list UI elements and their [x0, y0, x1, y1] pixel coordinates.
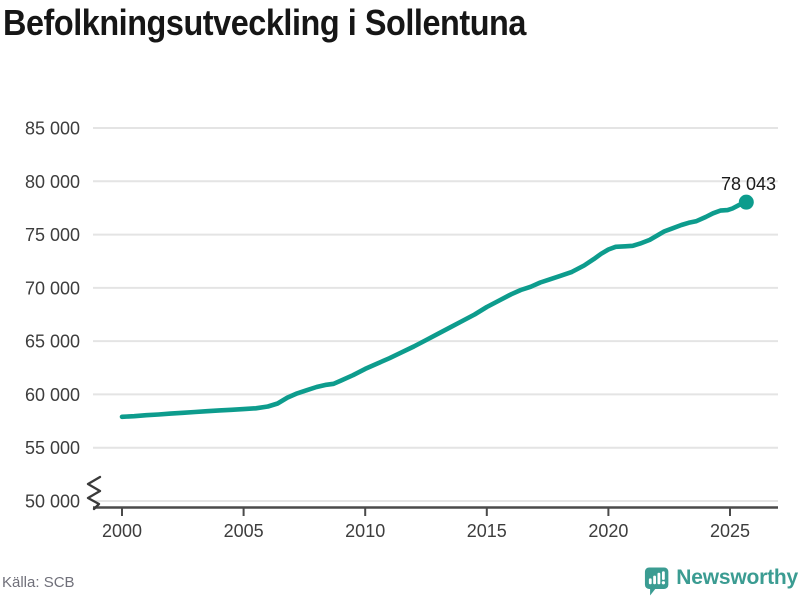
- y-axis-label: 55 000: [25, 438, 80, 458]
- y-axis-label: 65 000: [25, 332, 80, 352]
- x-axis-label: 2025: [710, 521, 750, 541]
- newsworthy-brand-name: Newsworthy: [676, 566, 798, 589]
- end-value-label: 78 043: [721, 174, 776, 194]
- y-axis-label: 85 000: [25, 119, 80, 139]
- y-axis-label: 80 000: [25, 172, 80, 192]
- y-axis-label: 50 000: [25, 492, 80, 512]
- chart-title: Befolkningsutveckling i Sollentuna: [3, 2, 526, 43]
- x-axis-label: 2020: [588, 521, 628, 541]
- newsworthy-logo-icon: [644, 567, 669, 596]
- x-axis-label: 2015: [467, 521, 507, 541]
- axis-break-icon: [86, 475, 102, 511]
- y-axis-label: 70 000: [25, 278, 80, 298]
- y-axis-label: 75 000: [25, 225, 80, 245]
- speech-bubble-shape: [644, 567, 669, 596]
- source-label: Källa: SCB: [2, 574, 75, 591]
- x-axis-label: 2000: [102, 521, 142, 541]
- newsworthy-logo[interactable]: Newsworthy: [644, 565, 798, 599]
- exclamation-dot: [661, 581, 666, 585]
- population-line: [119, 199, 749, 420]
- x-axis-label: 2010: [345, 521, 385, 541]
- exclamation-bar: [661, 571, 665, 580]
- y-axis-label: 60 000: [25, 385, 80, 405]
- mini-bar-chart-glyph: [648, 571, 666, 585]
- end-point-marker: [738, 194, 754, 210]
- x-axis-label: 2005: [224, 521, 264, 541]
